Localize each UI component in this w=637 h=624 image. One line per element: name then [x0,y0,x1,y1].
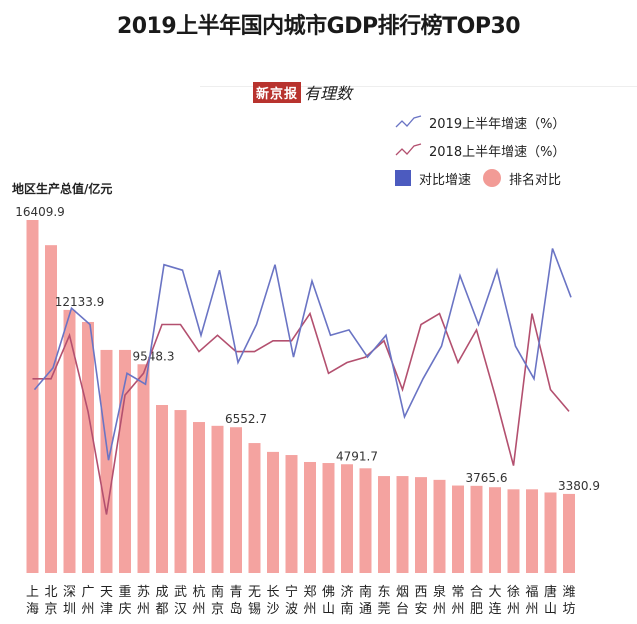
category-label: 重庆 [118,585,132,617]
bar [433,479,446,573]
bar [119,349,131,573]
bar-value-label: 9548.3 [133,349,175,363]
category-label: 长沙 [266,585,280,617]
bar-value-label: 4791.7 [336,449,378,463]
legend: 2019上半年增速（%） 2018上半年增速（%） 对比增速 排名对比 [395,108,565,192]
bar [248,443,261,573]
bar [304,461,316,573]
bar [415,477,427,573]
category-label: 武汉 [173,585,187,617]
bar [230,427,242,573]
line-2019-growth [33,248,572,461]
logo-box: 新京报 [253,81,302,103]
logo-script: 有理数 [304,84,353,103]
bar [489,487,501,573]
category-label: 广州 [81,585,95,617]
category-label: 大连 [488,585,502,617]
bar [378,476,390,573]
category-label: 上海 [25,585,39,617]
category-label: 无锡 [247,585,261,617]
bar [341,464,353,573]
y-axis-label: 地区生产总值/亿元 [12,182,113,196]
legend-label: 2019上半年增速（%） [429,116,566,132]
category-label: 西安 [414,585,428,617]
category-label: 佛山 [321,585,335,617]
category-label: 宁波 [284,585,298,617]
bar [507,489,520,573]
category-label: 济南 [340,585,354,617]
bar [26,220,39,573]
bar-value-label: 3765.6 [466,471,508,485]
bar-value-label: 16409.9 [15,205,65,219]
bar [137,364,150,573]
category-label: 泉州 [432,585,446,617]
category-label: 深圳 [62,585,76,617]
category-label: 福州 [525,585,539,617]
category-label: 北京 [44,585,58,617]
bar [193,422,205,573]
bar [82,321,94,573]
category-label: 潍坊 [562,585,576,617]
line-swatch-icon [395,115,422,128]
bar [359,468,372,573]
circle-swatch-icon [483,169,502,187]
divider [200,86,637,87]
chart-title: 2019上半年国内城市GDP排行榜TOP30 [116,14,521,39]
bar-value-label: 3380.9 [558,479,600,493]
bar [45,245,57,573]
bar [174,410,187,573]
bar [63,309,76,573]
bar [100,349,113,573]
square-swatch-icon [395,170,411,186]
legend-label: 对比增速 [419,172,472,188]
category-label: 青岛 [229,585,243,617]
category-label: 南京 [210,585,224,617]
category-label: 杭州 [192,585,206,617]
bar [526,489,538,573]
category-label: 东莞 [377,585,391,617]
legend-item-2019: 2019上半年增速（%） [395,108,565,136]
bar [267,451,279,573]
bar [544,492,557,573]
logo: 新京报 有理数 [253,80,352,104]
bar [396,476,409,573]
legend-label: 2018上半年增速（%） [429,144,566,160]
category-label: 常州 [451,585,465,617]
category-label: 徐州 [506,585,520,617]
legend-item-compare: 对比增速 排名对比 [395,164,565,192]
category-label: 唐山 [543,585,557,617]
bar [322,463,335,573]
bar-value-label: 12133.9 [55,295,105,309]
category-label: 郑州 [303,585,317,617]
category-label: 合肥 [469,585,483,617]
category-label: 烟台 [395,585,409,617]
line-swatch-icon [395,143,422,156]
bar-value-label: 6552.7 [225,412,267,426]
category-label: 南通 [358,585,372,617]
bar [452,485,464,573]
category-label: 天津 [99,585,113,617]
legend-item-2018: 2018上半年增速（%） [395,136,565,164]
bar [285,455,298,573]
category-label: 苏州 [136,585,150,617]
bar [211,425,224,573]
legend-label: 排名对比 [509,172,562,188]
bar [563,493,575,573]
category-label: 成都 [155,585,169,617]
bar [470,485,483,573]
bar [156,405,168,573]
